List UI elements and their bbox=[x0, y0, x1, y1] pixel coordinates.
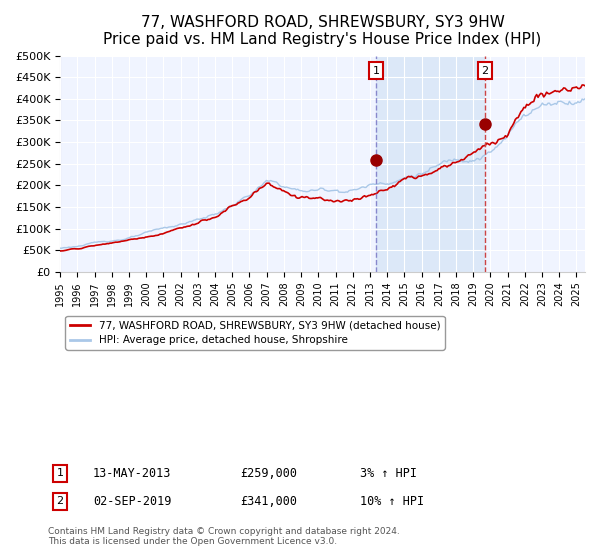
Text: 13-MAY-2013: 13-MAY-2013 bbox=[93, 466, 172, 480]
Title: 77, WASHFORD ROAD, SHREWSBURY, SY3 9HW
Price paid vs. HM Land Registry's House P: 77, WASHFORD ROAD, SHREWSBURY, SY3 9HW P… bbox=[103, 15, 542, 48]
Text: 10% ↑ HPI: 10% ↑ HPI bbox=[360, 494, 424, 508]
Text: 3% ↑ HPI: 3% ↑ HPI bbox=[360, 466, 417, 480]
Text: £259,000: £259,000 bbox=[240, 466, 297, 480]
Text: 1: 1 bbox=[56, 468, 64, 478]
Text: £341,000: £341,000 bbox=[240, 494, 297, 508]
Text: 2: 2 bbox=[481, 66, 488, 76]
Text: 02-SEP-2019: 02-SEP-2019 bbox=[93, 494, 172, 508]
Text: Contains HM Land Registry data © Crown copyright and database right 2024.
This d: Contains HM Land Registry data © Crown c… bbox=[48, 526, 400, 546]
Legend: 77, WASHFORD ROAD, SHREWSBURY, SY3 9HW (detached house), HPI: Average price, det: 77, WASHFORD ROAD, SHREWSBURY, SY3 9HW (… bbox=[65, 316, 445, 349]
Text: 2: 2 bbox=[56, 496, 64, 506]
Text: 1: 1 bbox=[373, 66, 380, 76]
Bar bbox=[376, 55, 485, 272]
